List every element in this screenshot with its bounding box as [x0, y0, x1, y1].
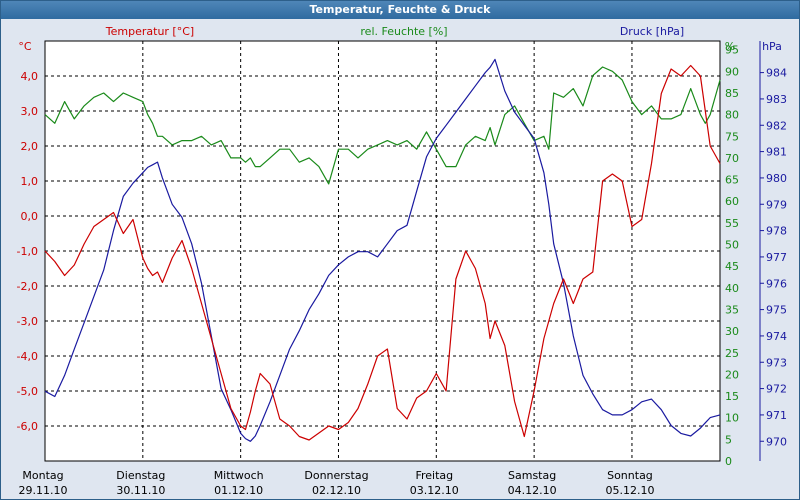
temperature-tick-label: 1,0 [21, 175, 39, 188]
x-tick-day: Montag [22, 469, 63, 482]
humidity-tick-label: 20 [725, 368, 739, 381]
humidity-tick-label: 85 [725, 87, 739, 100]
temperature-tick-label: 2,0 [21, 140, 39, 153]
humidity-unit: % [725, 40, 735, 53]
x-tick-day: Samstag [508, 469, 556, 482]
x-tick-date: 01.12.10 [214, 484, 263, 497]
humidity-tick-label: 0 [725, 455, 732, 468]
x-tick-day: Sonntag [607, 469, 653, 482]
pressure-tick-label: 970 [766, 435, 787, 448]
humidity-tick-label: 30 [725, 325, 739, 338]
pressure-tick-label: 976 [766, 277, 787, 290]
humidity-tick-label: 65 [725, 174, 739, 187]
pressure-tick-label: 981 [766, 146, 787, 159]
pressure-tick-label: 975 [766, 304, 787, 317]
pressure-series-line [44, 58, 721, 442]
temperature-unit: °C [18, 40, 32, 53]
x-tick-date: 30.11.10 [116, 484, 165, 497]
humidity-tick-label: 25 [725, 347, 739, 360]
pressure-tick-label: 979 [766, 198, 787, 211]
pressure-axis-label: Druck [hPa] [620, 25, 684, 38]
humidity-tick-label: 15 [725, 390, 739, 403]
pressure-tick-label: 977 [766, 251, 787, 264]
temperature-tick-label: 0,0 [21, 210, 39, 223]
pressure-tick-label: 978 [766, 225, 787, 238]
pressure-tick-label: 973 [766, 356, 787, 369]
humidity-tick-label: 60 [725, 195, 739, 208]
humidity-tick-label: 5 [725, 433, 732, 446]
humidity-tick-label: 90 [725, 65, 739, 78]
pressure-tick-label: 980 [766, 172, 787, 185]
x-tick-day: Mittwoch [214, 469, 264, 482]
temperature-series-line [44, 64, 721, 441]
humidity-tick-label: 40 [725, 282, 739, 295]
temperature-tick-label: -1,0 [17, 245, 38, 258]
temperature-tick-label: -5,0 [17, 385, 38, 398]
pressure-tick-label: 984 [766, 67, 787, 80]
x-tick-date: 02.12.10 [312, 484, 361, 497]
pressure-tick-label: 983 [766, 93, 787, 106]
temperature-tick-label: 3,0 [21, 105, 39, 118]
x-tick-date: 05.12.10 [605, 484, 654, 497]
temperature-tick-label: -3,0 [17, 315, 38, 328]
humidity-series-line [44, 66, 721, 185]
humidity-axis-label: rel. Feuchte [%] [360, 25, 447, 38]
x-tick-date: 04.12.10 [508, 484, 557, 497]
humidity-tick-label: 70 [725, 152, 739, 165]
x-tick-day: Dienstag [116, 469, 165, 482]
humidity-tick-label: 10 [725, 412, 739, 425]
humidity-tick-label: 80 [725, 109, 739, 122]
x-tick-date: 03.12.10 [410, 484, 459, 497]
pressure-unit: hPa [762, 40, 782, 53]
humidity-tick-label: 50 [725, 239, 739, 252]
humidity-tick-label: 55 [725, 217, 739, 230]
chart-title: Temperatur, Feuchte & Druck [1, 1, 799, 19]
humidity-tick-label: 35 [725, 303, 739, 316]
temperature-tick-label: -4,0 [17, 350, 38, 363]
series-lines [44, 58, 721, 442]
x-tick-date: 29.11.10 [19, 484, 68, 497]
pressure-tick-label: 982 [766, 119, 787, 132]
x-tick-day: Donnerstag [304, 469, 368, 482]
temperature-axis-label: Temperatur [°C] [105, 25, 194, 38]
pressure-tick-label: 971 [766, 409, 787, 422]
temperature-tick-label: -6,0 [17, 420, 38, 433]
humidity-tick-label: 75 [725, 130, 739, 143]
temperature-tick-label: -2,0 [17, 280, 38, 293]
tick-labels: 4,0 3,0 2,0 1,0 0,0 -1,0 -2,0 -3,0 -4,0 -5,0 -6,0 M… [17, 44, 787, 497]
pressure-tick-label: 972 [766, 383, 787, 396]
x-tick-day: Freitag [415, 469, 453, 482]
pressure-tick-label: 974 [766, 330, 787, 343]
temperature-tick-label: 4,0 [21, 70, 39, 83]
axis-labels: Temperatur [°C] rel. Feuchte [%] Druck [… [18, 25, 782, 53]
humidity-tick-label: 95 [725, 44, 739, 57]
humidity-tick-label: 45 [725, 260, 739, 273]
